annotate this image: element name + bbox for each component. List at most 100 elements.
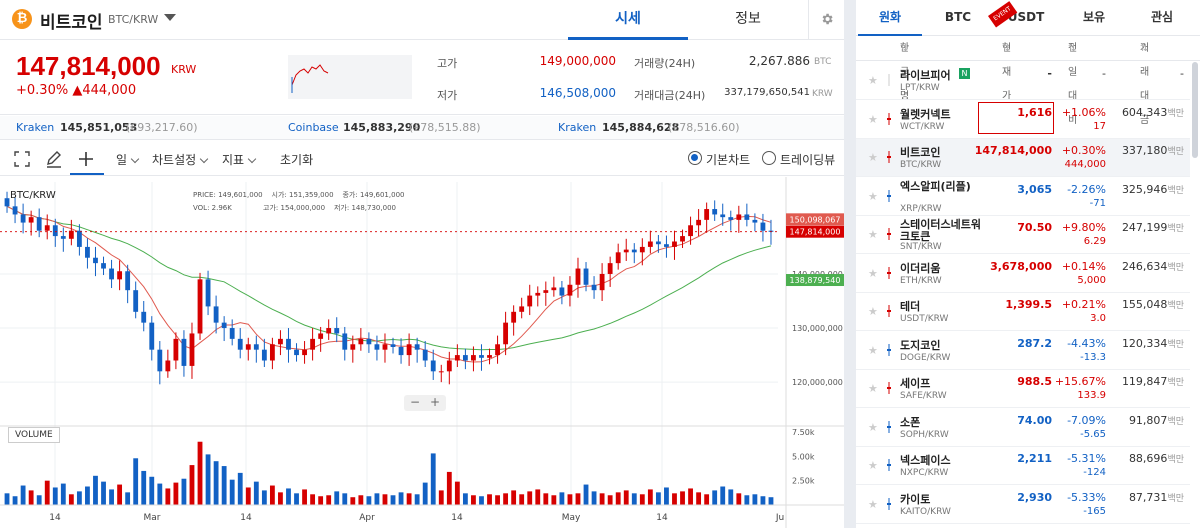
- market-row[interactable]: ★ 넥스페이스 NXPC/KRW 2,211 -5.31% -124 88,696백만: [856, 447, 1190, 485]
- market-change-rate: -5.31%: [1067, 452, 1106, 465]
- sort-icon: ⇅: [1140, 43, 1149, 54]
- volume-tick-label: 2.50k: [792, 477, 815, 486]
- price-chart[interactable]: 140,000,000130,000,000120,000,0007.50k5.…: [0, 177, 844, 528]
- market-change-rate: +0.14%: [1061, 259, 1106, 273]
- candle-body: [221, 322, 227, 329]
- chevron-down-icon: [130, 154, 140, 164]
- market-row[interactable]: ★ 스테이터스네트워크토큰 SNT/KRW 70.50 +9.80% 6.29 247,19…: [856, 216, 1190, 254]
- market-volume-value: 88,696: [1128, 452, 1168, 465]
- market-row[interactable]: ★ 라이브피어 N LPT/KRW - - -: [856, 62, 1190, 100]
- market-row[interactable]: ★ 이더리움 ETH/KRW 3,678,000 +0.14% 5,000 246,634백…: [856, 255, 1190, 293]
- market-row[interactable]: ★ 비트코인 BTC/KRW 147,814,000 +0.30% 444,000 337,…: [856, 139, 1190, 177]
- pair-dropdown-icon[interactable]: [164, 14, 176, 21]
- market-row[interactable]: ★ 세이프 SAFE/KRW 988.5 +15.67% 133.9 119,847백만: [856, 370, 1190, 408]
- volume-bar: [583, 484, 589, 505]
- market-change-rate: +1.06%: [1061, 105, 1106, 119]
- candle-body: [672, 241, 677, 247]
- volume-bar: [495, 495, 500, 505]
- favorite-star-icon[interactable]: ★: [868, 305, 878, 318]
- market-change-rate: -5.33%: [1067, 490, 1106, 504]
- mini-candle-icon: [887, 151, 891, 163]
- favorite-star-icon[interactable]: ★: [868, 420, 878, 434]
- favorite-star-icon[interactable]: ★: [868, 382, 878, 395]
- favorite-star-icon[interactable]: ★: [868, 74, 878, 87]
- market-name: 세이프: [900, 377, 931, 390]
- market-symbol: NXPC/KRW: [900, 468, 949, 478]
- tab-info[interactable]: 정보: [735, 11, 761, 27]
- tab-btc[interactable]: BTC: [944, 10, 972, 24]
- market-price: 2,211: [1017, 452, 1052, 465]
- interval-select[interactable]: 일: [116, 151, 140, 168]
- tradingview-label[interactable]: 트레이딩뷰: [780, 153, 836, 167]
- volume-bar: [519, 494, 525, 505]
- candle-body: [109, 268, 114, 280]
- tradingview-radio[interactable]: [762, 151, 776, 165]
- x-tick-label: 14: [240, 513, 252, 523]
- favorite-star-icon[interactable]: ★: [868, 228, 878, 241]
- market-row[interactable]: ★ 카이토 KAITO/KRW 2,930 -5.33% -165 87,731백만: [856, 486, 1190, 524]
- basic-chart-radio[interactable]: [688, 151, 702, 165]
- candle-body: [696, 219, 702, 226]
- fullscreen-icon[interactable]: [12, 149, 32, 169]
- market-change-amount: -5.65: [1080, 428, 1106, 440]
- exchange-fx: (£78,515.88): [409, 121, 481, 134]
- favorite-star-icon[interactable]: ★: [868, 112, 878, 126]
- settings-button[interactable]: [808, 0, 844, 40]
- market-name: 소폰: [900, 415, 921, 429]
- volume-bar: [672, 493, 677, 505]
- market-row[interactable]: ★ 소폰 SOPH/KRW 74.00 -7.09% -5.65 91,807백만: [856, 409, 1190, 447]
- favorite-star-icon[interactable]: ★: [868, 151, 878, 164]
- market-row[interactable]: ★ 도지코인 DOGE/KRW 287.2 -4.43% -13.3 120,334백만: [856, 332, 1190, 370]
- basic-chart-label[interactable]: 기본차트: [706, 153, 751, 167]
- zoom-controls[interactable]: − +: [404, 395, 446, 411]
- market-list-scrollbar[interactable]: [1192, 62, 1198, 158]
- tab-usdt[interactable]: USDT: [1007, 10, 1045, 24]
- market-volume: -: [1180, 67, 1184, 80]
- volume-bar: [189, 465, 195, 505]
- market-volume: 119,847백만: [1122, 375, 1184, 388]
- indicators-menu[interactable]: 지표: [222, 151, 257, 168]
- crosshair-icon[interactable]: [76, 149, 96, 169]
- market-row[interactable]: ★ 테더 USDT/KRW 1,399.5 +0.21% 3.0 155,048백만: [856, 293, 1190, 331]
- candle-body: [406, 344, 412, 356]
- candle-body: [752, 219, 758, 223]
- favorite-star-icon[interactable]: ★: [868, 343, 878, 357]
- volume-bar: [527, 491, 533, 505]
- mini-candle-icon: [887, 305, 891, 317]
- candle-body: [60, 236, 66, 239]
- tab-favorites[interactable]: 관심: [1150, 10, 1174, 24]
- ma-long-line: [6, 205, 772, 351]
- candle-body: [688, 225, 693, 237]
- market-volume-value: 119,847: [1121, 375, 1168, 388]
- zoom-out-icon[interactable]: −: [410, 395, 421, 409]
- favorite-star-icon[interactable]: ★: [868, 497, 878, 511]
- volume-bar: [253, 481, 259, 505]
- zoom-in-icon[interactable]: +: [430, 395, 441, 409]
- favorite-star-icon[interactable]: ★: [868, 189, 878, 203]
- reset-button[interactable]: 초기화: [280, 153, 314, 167]
- candle-body: [4, 198, 10, 207]
- chevron-down-icon: [199, 154, 209, 164]
- market-symbol: ETH/KRW: [900, 275, 942, 286]
- market-row[interactable]: ★ 월렛커넥트 WCT/KRW 1,616 +1.06% 17 604,343백만: [856, 101, 1190, 139]
- ohlc-low: 148,730,000: [351, 204, 396, 212]
- candle-body: [712, 209, 718, 215]
- candle-body: [28, 217, 34, 223]
- favorite-star-icon[interactable]: ★: [868, 266, 878, 280]
- draw-pencil-icon[interactable]: [44, 149, 64, 169]
- ohlc-vol-label: VOL:: [193, 204, 210, 212]
- candle-body: [261, 349, 267, 361]
- market-name: 카이토: [900, 492, 931, 506]
- volume-bar: [720, 486, 726, 505]
- chart-settings-menu[interactable]: 차트설정: [152, 151, 209, 168]
- candlestick-chart[interactable]: 140,000,000130,000,000120,000,0007.50k5.…: [0, 177, 844, 528]
- ohlc-low-label: 저가:: [333, 204, 350, 212]
- market-row[interactable]: ★ 엑스알피(리플) XRP/KRW 3,065 -2.26% -71 325,946백만: [856, 178, 1190, 216]
- volume-bar: [406, 493, 412, 505]
- candle-body: [398, 346, 404, 356]
- tab-quote[interactable]: 시세: [568, 0, 688, 40]
- favorite-star-icon[interactable]: ★: [868, 459, 878, 472]
- tab-krw[interactable]: 원화: [858, 0, 922, 36]
- tab-holdings[interactable]: 보유: [1082, 10, 1106, 24]
- volume-bar: [655, 492, 661, 505]
